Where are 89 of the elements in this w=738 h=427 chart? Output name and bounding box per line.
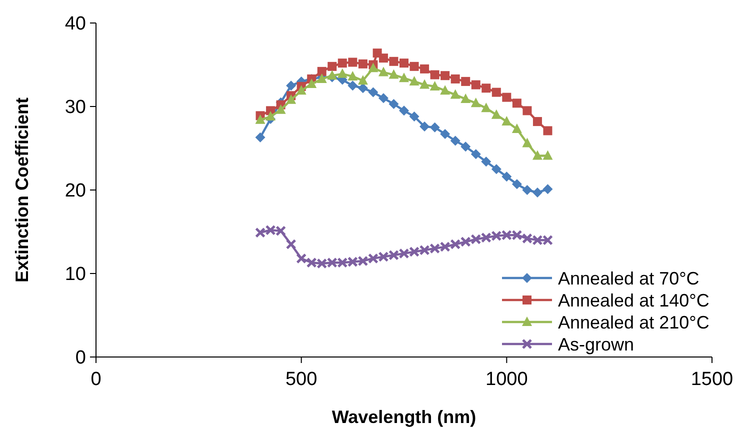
point — [420, 122, 430, 132]
point — [296, 85, 306, 95]
y-tick-label: 10 — [64, 264, 86, 286]
point — [430, 122, 440, 132]
point — [378, 66, 388, 76]
point — [512, 179, 522, 190]
point — [296, 253, 307, 264]
point — [512, 98, 522, 108]
x-tick-label: 0 — [90, 369, 102, 390]
point — [399, 106, 409, 116]
point — [388, 98, 399, 109]
point — [512, 124, 522, 134]
point — [420, 79, 430, 89]
point — [522, 106, 532, 116]
point — [522, 185, 532, 195]
point — [460, 93, 471, 103]
point — [409, 112, 420, 122]
point — [440, 129, 450, 140]
point — [430, 80, 440, 90]
point — [532, 188, 542, 198]
point — [542, 184, 553, 194]
point — [328, 62, 337, 71]
y-tick-label: 20 — [64, 180, 86, 202]
point — [368, 62, 378, 72]
point — [410, 62, 419, 71]
point — [266, 111, 276, 121]
point — [492, 88, 501, 97]
point — [276, 104, 286, 114]
point — [440, 85, 450, 95]
point — [368, 87, 378, 98]
point — [286, 239, 296, 250]
point — [430, 70, 440, 80]
point — [388, 69, 399, 79]
point — [286, 94, 296, 104]
y-tick-label: 0 — [75, 348, 86, 369]
x-tick-label: 1500 — [690, 369, 734, 390]
point — [317, 66, 326, 76]
point — [358, 83, 368, 94]
point — [327, 70, 338, 80]
point — [502, 172, 512, 182]
point — [286, 80, 296, 91]
point — [532, 150, 542, 160]
x-tick-label: 500 — [285, 369, 318, 390]
point — [348, 58, 358, 67]
point — [470, 149, 481, 160]
y-tick-label: 40 — [64, 14, 86, 35]
point — [389, 56, 398, 66]
point — [543, 126, 552, 136]
point — [470, 98, 481, 108]
point — [481, 102, 492, 112]
point — [358, 59, 368, 68]
point — [306, 78, 317, 88]
legend-label: Annealed at 210°C — [558, 312, 710, 332]
point — [338, 58, 347, 68]
point — [481, 156, 492, 167]
point — [378, 93, 388, 104]
point — [450, 136, 460, 146]
point — [400, 58, 408, 68]
point — [450, 89, 460, 99]
point — [450, 74, 460, 84]
x-axis-title: Wavelength (nm) — [332, 407, 476, 427]
point — [482, 84, 491, 93]
point — [348, 70, 358, 80]
point — [532, 117, 542, 126]
point — [440, 71, 450, 80]
point — [255, 114, 266, 124]
point — [460, 142, 471, 152]
y-tick-label: 30 — [64, 97, 86, 118]
point — [409, 76, 420, 86]
x-tick-label: 1000 — [486, 369, 528, 390]
point — [378, 54, 388, 63]
legend-label: Annealed at 140°C — [558, 290, 710, 310]
point — [542, 150, 553, 160]
point — [502, 92, 512, 102]
point — [491, 109, 502, 119]
point — [399, 72, 409, 82]
y-axis-title: Extinction Coefficient — [12, 97, 32, 283]
point — [337, 68, 348, 78]
legend-label: Annealed at 70°C — [558, 268, 700, 288]
point — [491, 164, 502, 174]
point — [461, 76, 470, 86]
point — [502, 116, 512, 126]
point — [471, 80, 480, 90]
point — [255, 132, 266, 142]
point — [348, 80, 358, 91]
legend-label: As-grown — [558, 334, 634, 354]
point — [420, 64, 430, 74]
point — [522, 138, 532, 148]
point — [358, 75, 368, 85]
